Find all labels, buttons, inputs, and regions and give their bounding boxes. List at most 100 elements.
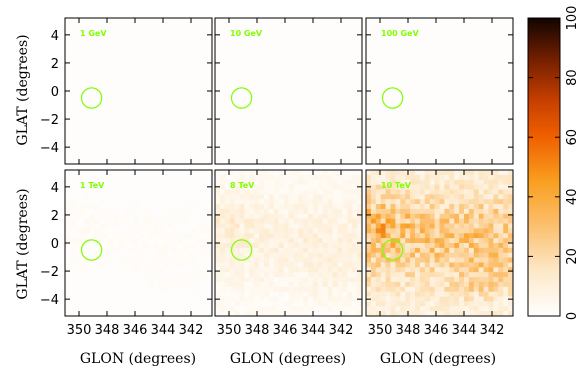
heatmap-cell — [424, 199, 430, 205]
heatmap-cell — [273, 238, 279, 244]
heatmap-cell — [342, 213, 348, 219]
heatmap-cell — [483, 296, 489, 302]
heatmap-cell — [133, 262, 139, 268]
heatmap-cell — [483, 252, 489, 258]
heatmap-cell — [224, 286, 230, 292]
heatmap-cell — [508, 257, 513, 263]
heatmap-cell — [74, 199, 80, 205]
heatmap-cell — [468, 301, 475, 307]
heatmap-cell — [415, 194, 421, 200]
heatmap-cell — [303, 213, 309, 219]
heatmap-cell — [264, 311, 270, 316]
heatmap-cell — [405, 208, 411, 215]
heatmap-cell — [337, 277, 343, 283]
heatmap-cell — [385, 296, 391, 302]
heatmap-cell — [138, 252, 144, 258]
heatmap-cell — [439, 277, 445, 283]
heatmap-cell — [444, 228, 450, 234]
heatmap-cell — [498, 174, 504, 181]
heatmap-cell — [434, 306, 440, 312]
heatmap-cell — [405, 262, 411, 268]
heatmap-cell — [464, 296, 470, 302]
heatmap-cell — [375, 267, 381, 273]
heatmap-cell — [468, 291, 475, 297]
heatmap-cell — [182, 218, 188, 224]
heatmap-cells — [65, 194, 212, 292]
heatmap-cell — [163, 262, 169, 268]
heatmap-cell — [375, 213, 381, 219]
heatmap-cell — [298, 296, 304, 302]
heatmap-cell — [219, 301, 226, 307]
heatmap-cell — [273, 277, 279, 283]
heatmap-cell — [503, 228, 509, 234]
heatmap-cell — [503, 233, 509, 239]
heatmap-cell — [405, 223, 411, 229]
heatmap-cell — [229, 184, 235, 190]
heatmap-cell — [202, 228, 208, 234]
heatmap-cell — [264, 238, 270, 244]
heatmap-cell — [449, 233, 455, 239]
heatmap-cell — [264, 170, 270, 176]
heatmap-cell — [197, 272, 203, 278]
heatmap-cell — [429, 208, 435, 215]
heatmap-cell — [478, 252, 484, 258]
y-tick-label: 0 — [51, 237, 59, 252]
heatmap-cell — [224, 311, 230, 316]
heatmap-cell — [283, 218, 289, 224]
heatmap-cell — [352, 199, 358, 205]
heatmap-cell — [317, 286, 324, 292]
heatmap-cell — [493, 213, 499, 219]
heatmap-cell — [429, 228, 435, 234]
heatmap-cell — [395, 311, 401, 316]
heatmap-cell — [79, 223, 85, 229]
heatmap-cell — [380, 213, 386, 219]
heatmap-cell — [370, 281, 377, 288]
heatmap-cell — [308, 199, 314, 205]
heatmap-cell — [357, 281, 362, 288]
heatmap-cell — [239, 228, 245, 234]
heatmap-cell — [308, 267, 314, 273]
heatmap-cell — [503, 223, 509, 229]
heatmap-cell — [219, 291, 226, 297]
heatmap-cell — [293, 238, 299, 244]
heatmap-cell — [347, 272, 353, 278]
heatmap-cell — [464, 311, 470, 316]
heatmap-cell — [473, 257, 479, 263]
heatmap-cell — [128, 204, 134, 210]
heatmap-cell — [410, 228, 416, 234]
heatmap-cell — [439, 179, 445, 185]
heatmap-cell — [464, 223, 470, 229]
heatmap-cell — [268, 174, 275, 181]
heatmap-cell — [293, 204, 299, 210]
heatmap-cell — [303, 184, 309, 190]
heatmap-cell — [313, 179, 319, 185]
heatmap-cell — [366, 301, 372, 307]
heatmap-cell — [429, 238, 435, 244]
heatmap-cell — [114, 238, 120, 244]
heatmap-cell — [278, 208, 284, 215]
heatmap-cell — [143, 228, 149, 234]
heatmap-cell — [493, 243, 499, 249]
heatmap-cell — [219, 233, 226, 239]
heatmap-cell — [493, 301, 499, 307]
heatmap-cell — [375, 170, 381, 176]
x-tick-label: 350 — [67, 323, 92, 338]
heatmap-cell — [400, 218, 406, 224]
heatmap-cell — [454, 267, 460, 273]
heatmap-cell — [322, 243, 328, 249]
heatmap-cell — [478, 311, 484, 316]
heatmap-cell — [167, 238, 174, 244]
heatmap-cell — [332, 306, 338, 312]
heatmap-cell — [293, 281, 299, 288]
heatmap-cell — [332, 291, 338, 297]
heatmap-cell — [395, 170, 401, 176]
heatmap-cell — [390, 238, 396, 244]
heatmap-cell — [114, 223, 120, 229]
heatmap-cell — [508, 199, 513, 205]
heatmap-cell — [167, 213, 174, 219]
heatmap-cell — [478, 281, 484, 288]
heatmap-cell — [322, 184, 328, 190]
heatmap-cell — [288, 218, 294, 224]
